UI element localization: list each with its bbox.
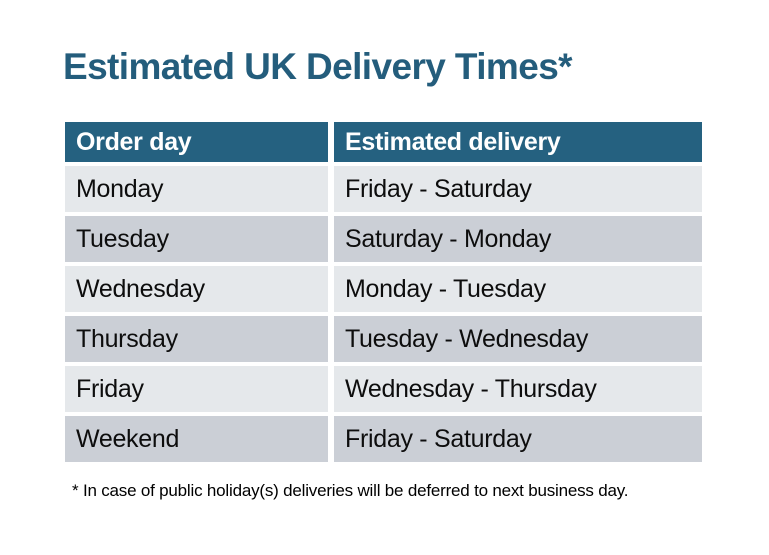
table-row: Tuesday Saturday - Monday (65, 216, 702, 262)
table-row: Friday Wednesday - Thursday (65, 366, 702, 412)
footnote: * In case of public holiday(s) deliverie… (72, 481, 629, 500)
delivery-times-table: Order day Estimated delivery Monday Frid… (65, 122, 702, 462)
table-row: Wednesday Monday - Tuesday (65, 266, 702, 312)
order-day-cell: Weekend (65, 416, 328, 462)
estimated-delivery-cell: Saturday - Monday (334, 216, 702, 262)
table-header-row: Order day Estimated delivery (65, 122, 702, 162)
table-row: Weekend Friday - Saturday (65, 416, 702, 462)
estimated-delivery-cell: Friday - Saturday (334, 416, 702, 462)
order-day-cell: Friday (65, 366, 328, 412)
order-day-cell: Monday (65, 166, 328, 212)
estimated-delivery-cell: Monday - Tuesday (334, 266, 702, 312)
table-row: Monday Friday - Saturday (65, 166, 702, 212)
estimated-delivery-cell: Wednesday - Thursday (334, 366, 702, 412)
page-title: Estimated UK Delivery Times* (63, 46, 573, 87)
estimated-delivery-cell: Friday - Saturday (334, 166, 702, 212)
column-header-estimated-delivery: Estimated delivery (334, 122, 702, 162)
column-header-order-day: Order day (65, 122, 328, 162)
order-day-cell: Thursday (65, 316, 328, 362)
table-row: Thursday Tuesday - Wednesday (65, 316, 702, 362)
order-day-cell: Tuesday (65, 216, 328, 262)
order-day-cell: Wednesday (65, 266, 328, 312)
estimated-delivery-cell: Tuesday - Wednesday (334, 316, 702, 362)
